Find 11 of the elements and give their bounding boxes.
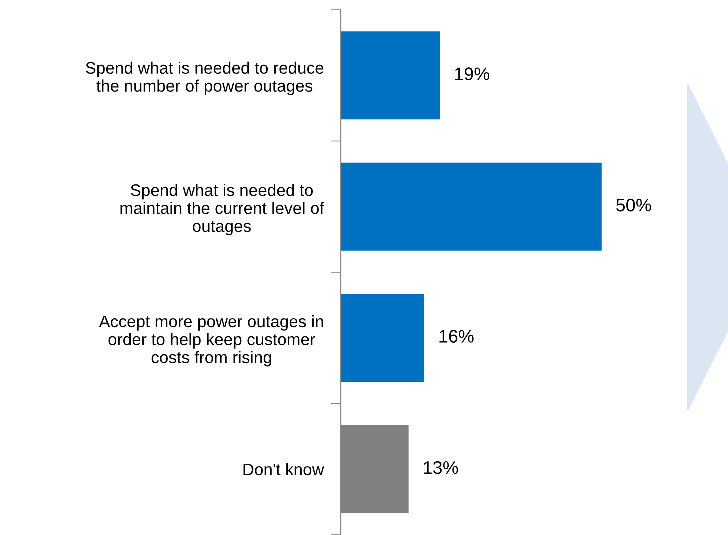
bar: [341, 162, 602, 251]
bar: [341, 294, 424, 382]
y-tick-label: Spend what is needed to maintain the current level of outages: [120, 184, 324, 236]
y-tick-label: Spend what is needed to reduce the number of power outages: [86, 62, 324, 96]
bar: [341, 32, 440, 120]
data-label: 19%: [455, 68, 490, 80]
y-tick-label: Accept more power outages in order to help keep customer costs from rising: [99, 315, 324, 367]
data-label: 50%: [616, 198, 652, 212]
data-label: 13%: [424, 461, 458, 474]
data-label: 16%: [440, 330, 474, 343]
y-tick-label: Don't know: [244, 463, 324, 476]
